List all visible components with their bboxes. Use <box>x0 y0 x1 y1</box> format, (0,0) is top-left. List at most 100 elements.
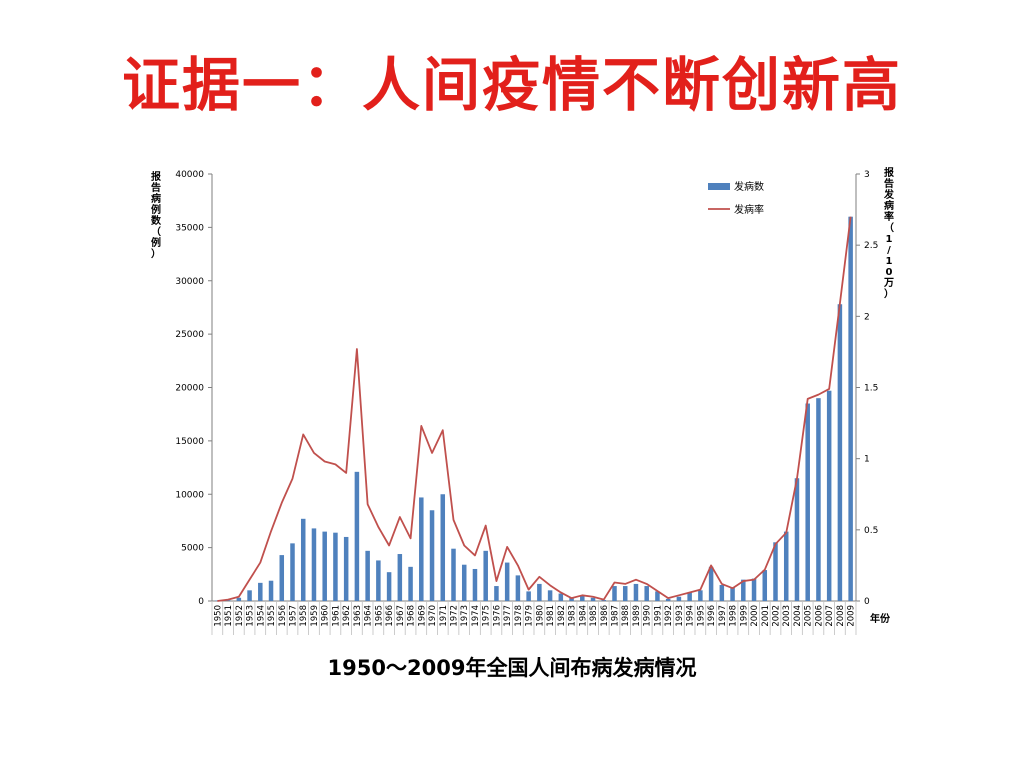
bar-case-count <box>236 597 242 601</box>
bar-case-count <box>247 590 252 601</box>
x-tick-label: 2009 <box>847 605 857 627</box>
x-tick-label: 1997 <box>718 605 728 627</box>
x-tick-label: 1965 <box>374 605 384 627</box>
right-tick-label: 3 <box>864 170 870 180</box>
x-tick-label: 1972 <box>450 605 460 627</box>
x-tick-label: 1999 <box>739 605 749 627</box>
right-tick-label: 0 <box>864 597 870 607</box>
bar-case-count <box>547 590 553 601</box>
x-tick-label: 1991 <box>653 605 663 627</box>
left-tick-label: 30000 <box>175 277 204 287</box>
x-tick-label: 1973 <box>460 605 470 627</box>
x-tick-label: 1978 <box>514 605 524 627</box>
x-tick-label: 1951 <box>224 605 234 627</box>
x-tick-label: 1995 <box>696 605 706 627</box>
bar-case-count <box>504 562 510 601</box>
bar-case-count <box>816 398 821 601</box>
y-axis-title: 报告病例数（例） <box>151 170 162 260</box>
x-tick-label: 1988 <box>621 605 631 627</box>
right-tick-label: 1.5 <box>864 384 878 394</box>
bar-case-count <box>376 560 381 601</box>
x-tick-label: 1979 <box>525 605 535 627</box>
bar-case-count <box>472 568 478 601</box>
bar-case-count <box>419 497 424 601</box>
x-tick-label: 1993 <box>675 605 685 627</box>
bar-case-count <box>386 572 392 601</box>
legend-line-label: 发病率 <box>734 203 764 216</box>
bar-case-count <box>741 579 746 601</box>
bar-case-count <box>826 390 832 601</box>
right-tick-label: 2 <box>864 312 870 322</box>
bar-case-count <box>225 600 231 601</box>
x-tick-label: 2000 <box>750 605 760 627</box>
x-tick-label: 1967 <box>396 605 406 627</box>
bar-case-count <box>622 586 628 601</box>
x-tick-label: 1966 <box>385 605 395 627</box>
right-tick-label: 1 <box>864 455 870 465</box>
bar-case-count <box>451 548 456 601</box>
x-tick-label: 1975 <box>482 605 492 627</box>
x-tick-label: 1950 <box>213 605 223 627</box>
left-tick-label: 10000 <box>175 490 204 500</box>
left-tick-label: 40000 <box>175 170 204 180</box>
bar-case-count <box>805 403 810 601</box>
x-tick-label: 1985 <box>589 605 599 627</box>
bar-case-count <box>268 580 274 601</box>
left-tick-label: 5000 <box>181 544 204 554</box>
bar-case-count <box>590 597 596 601</box>
y2-axis-title: 报告发病率（ 1/1 0 万） <box>883 166 895 300</box>
x-tick-label: 1976 <box>492 605 502 627</box>
x-tick-label: 1959 <box>310 605 320 627</box>
x-tick-label: 2008 <box>836 605 846 627</box>
x-tick-label: 2007 <box>825 605 835 627</box>
bar-case-count <box>558 593 564 601</box>
bar-case-count <box>837 304 843 601</box>
x-tick-label: 1987 <box>611 605 621 627</box>
x-tick-label: 1964 <box>364 605 374 627</box>
bar-case-count <box>687 592 692 601</box>
x-tick-label: 1956 <box>278 605 288 627</box>
x-tick-label: 1953 <box>246 605 256 627</box>
x-tick-label: 2001 <box>761 605 771 627</box>
bar-case-count <box>279 555 285 601</box>
bar-case-count <box>569 597 574 601</box>
bar-case-count <box>612 586 617 601</box>
x-tick-label: 1983 <box>568 605 578 627</box>
bar-case-count <box>461 564 467 601</box>
x-tick-label: 1990 <box>643 605 653 627</box>
bar-case-count <box>483 550 488 601</box>
x-tick-label: 1974 <box>471 605 481 627</box>
bar-case-count <box>655 591 660 601</box>
x-tick-label: 1992 <box>664 605 674 627</box>
slide-title: 证据一：人间疫情不断创新高 <box>121 51 902 119</box>
bar-case-count <box>708 566 714 601</box>
x-tick-label: 1970 <box>428 605 438 627</box>
x-tick-label: 1996 <box>707 605 717 627</box>
x-tick-label: 1982 <box>557 605 567 627</box>
x-tick-label: 1980 <box>535 605 545 627</box>
bar-case-count <box>665 598 671 601</box>
incidence-chart: 0500010000150002000025000300003500040000… <box>151 166 895 635</box>
bar-case-count <box>762 570 768 601</box>
x-tick-label: 1960 <box>321 605 331 627</box>
x-tick-label: 1989 <box>632 605 642 627</box>
x-tick-label: 1958 <box>299 605 309 627</box>
bar-case-count <box>783 531 789 601</box>
bar-case-count <box>290 543 295 601</box>
x-tick-label: 1969 <box>417 605 427 627</box>
bar-case-count <box>698 590 703 601</box>
legend-bar-swatch <box>708 183 730 190</box>
bar-case-count <box>333 532 338 601</box>
x-tick-label: 2003 <box>782 605 792 627</box>
bar-case-count <box>343 536 349 601</box>
left-tick-label: 0 <box>198 597 204 607</box>
x-tick-label: 1984 <box>578 605 588 627</box>
x-tick-label: 1954 <box>256 605 266 627</box>
bar-case-count <box>397 554 403 601</box>
bar-case-count <box>354 471 360 601</box>
bar-case-count <box>751 578 757 601</box>
bar-case-count <box>494 586 499 601</box>
x-tick-label: 2002 <box>772 605 782 627</box>
x-tick-label: 1971 <box>439 605 449 627</box>
x-axis-title: 年份 <box>870 612 891 625</box>
